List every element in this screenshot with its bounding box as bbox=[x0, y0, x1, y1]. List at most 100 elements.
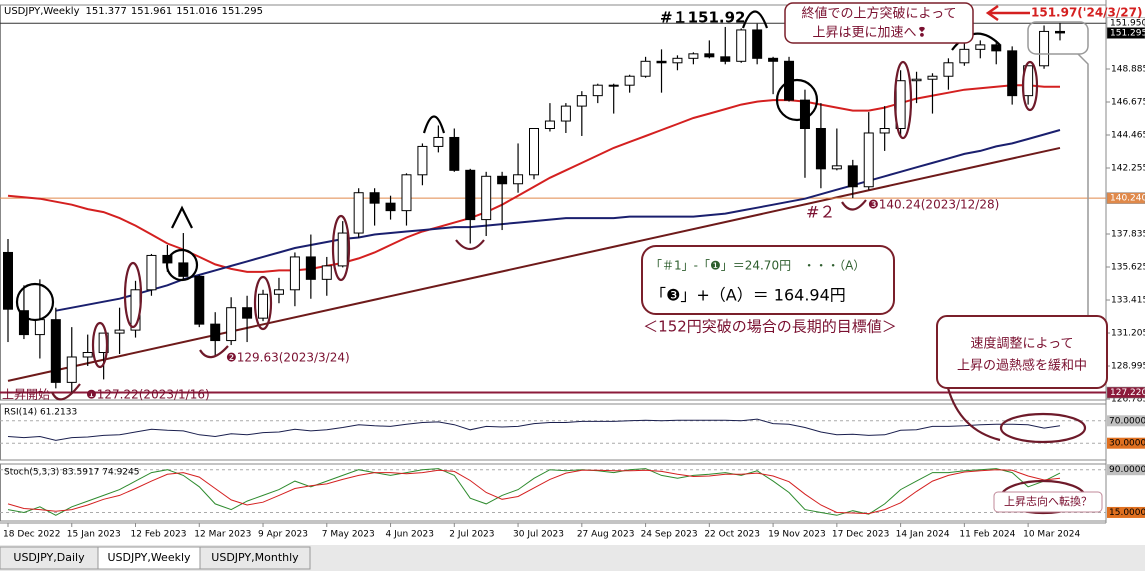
price-label: 151.950 bbox=[1110, 19, 1145, 29]
candle-body bbox=[1055, 30, 1065, 34]
candle-body bbox=[704, 53, 715, 58]
y-tick-label: 70.0000 bbox=[1109, 416, 1145, 426]
x-tick-label: 2 Jul 2023 bbox=[449, 530, 494, 540]
price-label-box bbox=[1106, 27, 1145, 39]
candle-body bbox=[592, 84, 603, 97]
arrow bbox=[985, 4, 1030, 22]
annotation: ❷129.63(2023/3/24) bbox=[226, 351, 350, 365]
note-box bbox=[993, 491, 1103, 513]
tab-label[interactable]: USDJPY,Monthly bbox=[211, 551, 299, 564]
x-tick-label: 27 Aug 2023 bbox=[577, 530, 635, 540]
tab-label[interactable]: USDJPY,Weekly bbox=[107, 551, 191, 564]
moving-average bbox=[55, 129, 1061, 312]
annotation: 上昇開始 bbox=[2, 388, 50, 402]
candle-body bbox=[385, 202, 396, 212]
candle-body bbox=[242, 307, 253, 319]
annotation: #１151.92 bbox=[660, 9, 745, 27]
check-mark bbox=[841, 199, 867, 211]
annotation: 速度調整によって bbox=[971, 336, 1074, 352]
peak-arc bbox=[422, 115, 446, 134]
ellipse-mark bbox=[999, 412, 1087, 444]
y-tick-label: 137.835 bbox=[1111, 230, 1145, 240]
close-value: 151.295 bbox=[222, 6, 263, 17]
ellipse-mark bbox=[253, 275, 273, 331]
annotation: ＜152円突破の場合の長期的目標値＞ bbox=[643, 318, 897, 336]
candle-body bbox=[656, 60, 667, 64]
y-tick-label: 142.255 bbox=[1111, 164, 1145, 174]
trend-line bbox=[7, 146, 1061, 382]
candle-body bbox=[815, 128, 826, 170]
price-label: 127.220 bbox=[1110, 388, 1145, 398]
candle-body bbox=[752, 29, 763, 59]
candle-body bbox=[624, 75, 635, 86]
tab-label[interactable]: USDJPY,Daily bbox=[13, 551, 85, 564]
candle-body bbox=[959, 48, 970, 64]
x-tick-label: 7 May 2023 bbox=[322, 530, 375, 540]
price-label: 151.295 bbox=[1110, 29, 1145, 39]
y-tick-label: 144.465 bbox=[1111, 130, 1145, 140]
x-tick-label: 4 Jun 2023 bbox=[386, 530, 434, 540]
candle-body bbox=[3, 251, 13, 310]
annotation: 上昇の過熱感を緩和中 bbox=[957, 358, 1087, 374]
candle-body bbox=[991, 44, 1002, 52]
y-tick-label: 126.785 bbox=[1111, 395, 1145, 405]
candle-body bbox=[465, 169, 476, 221]
annotation: 151.97('24/3/27) bbox=[1031, 6, 1142, 20]
x-tick-label: 12 Feb 2023 bbox=[131, 530, 187, 540]
circle-mark bbox=[165, 248, 199, 282]
x-tick-label: 9 Apr 2023 bbox=[258, 530, 308, 540]
annotation: #２ bbox=[806, 203, 835, 222]
candle-body bbox=[943, 62, 954, 77]
level-label-box bbox=[1107, 415, 1145, 427]
circle-mark bbox=[15, 282, 55, 322]
level-label-box bbox=[1107, 464, 1145, 476]
candle-body bbox=[672, 57, 683, 64]
low-value: 151.016 bbox=[176, 6, 217, 17]
candle-body bbox=[863, 132, 874, 188]
candle-body bbox=[544, 120, 555, 130]
candle-body bbox=[401, 174, 412, 212]
candle-body bbox=[449, 136, 460, 171]
candle-body bbox=[18, 310, 29, 336]
chart-header: USDJPY,Weekly 151.377 151.961 151.016 151.29… bbox=[4, 6, 263, 17]
marks: 148.885 146.675 144.465 142.255 137.835 135.6… bbox=[0, 0, 1145, 540]
candle-body bbox=[178, 262, 189, 277]
x-tick-label: 11 Feb 2024 bbox=[959, 530, 1015, 540]
candle-body bbox=[98, 332, 109, 354]
high-value: 151.961 bbox=[131, 6, 172, 17]
note-box bbox=[784, 2, 974, 44]
annotation: 上昇は更に加速へ❢ bbox=[813, 26, 928, 41]
candle-body bbox=[529, 128, 539, 176]
indicator-line bbox=[7, 418, 1061, 441]
ellipse-mark bbox=[91, 321, 109, 369]
x-tick-label: 15 Jan 2023 bbox=[67, 530, 121, 540]
x-tick-label: 12 Mar 2023 bbox=[194, 530, 251, 540]
candle-body bbox=[736, 29, 747, 62]
check-mark bbox=[50, 383, 81, 401]
candle-body bbox=[210, 323, 221, 342]
check-mark bbox=[455, 239, 485, 251]
indicator-line bbox=[7, 469, 1061, 515]
check-mark bbox=[199, 345, 229, 359]
candle-body bbox=[799, 99, 810, 130]
annotation: 終値での上方突破によって bbox=[802, 6, 957, 22]
candle-body bbox=[194, 275, 205, 325]
candle-body bbox=[369, 192, 380, 204]
ellipse-mark bbox=[123, 261, 143, 329]
annotations: USDJPY,Weekly 151.377 151.961 151.016 151.29… bbox=[2, 6, 1142, 509]
candle-body bbox=[34, 319, 45, 336]
candle-body bbox=[688, 53, 699, 59]
price-label-box bbox=[1106, 386, 1145, 399]
candle-body bbox=[768, 57, 779, 62]
y-tick-label: 128.995 bbox=[1111, 362, 1145, 372]
tab[interactable] bbox=[199, 546, 311, 570]
peak-arc bbox=[171, 205, 193, 229]
x-tick-label: 14 Jan 2024 bbox=[896, 530, 950, 540]
x-tick-label: 22 Oct 2023 bbox=[704, 530, 760, 540]
candle-body bbox=[146, 254, 157, 291]
annotation: 上昇志向へ転換？ bbox=[1004, 494, 1092, 508]
y-tick-label: 135.625 bbox=[1111, 263, 1145, 273]
note-box bbox=[641, 245, 895, 315]
